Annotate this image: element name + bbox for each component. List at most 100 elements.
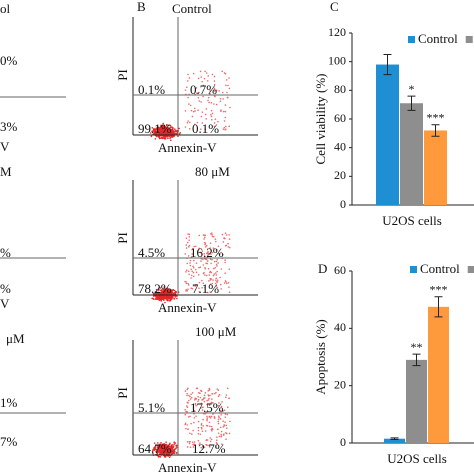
event-dot bbox=[220, 433, 222, 436]
event-dot bbox=[206, 419, 208, 422]
event-dot bbox=[190, 274, 193, 277]
event-dot bbox=[187, 73, 189, 76]
event-dot bbox=[170, 126, 173, 128]
event-dot bbox=[222, 128, 225, 130]
error-bar bbox=[434, 296, 443, 318]
event-dot bbox=[195, 262, 198, 264]
event-dot bbox=[169, 132, 172, 134]
event-dot bbox=[212, 402, 214, 404]
x-axis-label: Annexin-V bbox=[158, 460, 217, 474]
event-dot bbox=[155, 127, 157, 130]
event-dot bbox=[171, 446, 174, 448]
event-dot bbox=[158, 297, 160, 299]
event-dot bbox=[211, 235, 214, 238]
y-axis-label: PI bbox=[115, 387, 130, 399]
event-dot bbox=[187, 255, 190, 257]
event-dot bbox=[185, 282, 188, 285]
event-dot bbox=[213, 260, 216, 263]
event-dot bbox=[221, 233, 224, 236]
event-dot bbox=[173, 450, 175, 452]
y-axis-label: Cell viability (%) bbox=[313, 74, 328, 165]
event-dot bbox=[200, 446, 203, 449]
event-dot bbox=[188, 399, 190, 402]
event-dot bbox=[157, 130, 160, 133]
event-dot bbox=[160, 128, 163, 131]
event-dot bbox=[220, 268, 223, 270]
significance-mark: *** bbox=[430, 283, 448, 297]
event-dot bbox=[193, 245, 195, 248]
event-dot bbox=[215, 279, 217, 281]
event-dot bbox=[160, 445, 162, 448]
event-dot bbox=[198, 287, 200, 290]
legend-label: Control bbox=[418, 31, 458, 46]
event-dot bbox=[224, 237, 226, 240]
event-dot bbox=[189, 446, 192, 448]
event-dot bbox=[151, 126, 154, 129]
event-dot bbox=[185, 269, 188, 271]
event-dot bbox=[217, 120, 219, 123]
event-dot bbox=[187, 282, 189, 285]
event-dot bbox=[197, 400, 199, 403]
event-dot bbox=[222, 110, 225, 113]
event-dot bbox=[191, 115, 194, 118]
event-dot bbox=[168, 451, 170, 454]
fragment-text: 7% bbox=[0, 434, 18, 449]
event-dot bbox=[171, 133, 174, 135]
event-dot bbox=[216, 279, 219, 281]
event-dot bbox=[224, 116, 227, 119]
event-dot bbox=[174, 296, 177, 298]
event-dot bbox=[163, 130, 165, 132]
event-dot bbox=[224, 421, 226, 423]
event-dot bbox=[205, 244, 208, 247]
event-dot bbox=[164, 301, 166, 304]
event-dot bbox=[161, 137, 164, 140]
event-dot bbox=[208, 101, 210, 104]
event-dot bbox=[175, 291, 178, 293]
event-dot bbox=[200, 426, 203, 429]
event-dot bbox=[228, 246, 231, 249]
event-dot bbox=[167, 137, 169, 140]
event-dot bbox=[221, 401, 223, 403]
event-dot bbox=[188, 235, 191, 238]
plot-title: Control bbox=[172, 1, 212, 16]
event-dot bbox=[228, 125, 231, 128]
event-dot bbox=[201, 80, 203, 83]
event-dot bbox=[208, 404, 211, 406]
event-dot bbox=[200, 101, 202, 103]
quadrant-percent: 4.5% bbox=[138, 245, 165, 260]
event-dot bbox=[206, 291, 209, 294]
event-dot bbox=[156, 126, 159, 128]
event-dot bbox=[176, 297, 178, 300]
bar bbox=[400, 103, 423, 205]
event-dot bbox=[203, 394, 206, 397]
event-dot bbox=[208, 388, 211, 391]
event-dot bbox=[215, 446, 218, 448]
event-dot bbox=[164, 456, 166, 458]
event-dot bbox=[215, 263, 218, 266]
event-dot bbox=[201, 122, 204, 124]
event-dot bbox=[153, 295, 155, 298]
event-dot bbox=[200, 407, 202, 409]
quadrant-percent: 99.1% bbox=[138, 121, 172, 136]
event-dot bbox=[206, 410, 208, 413]
event-dot bbox=[224, 245, 227, 247]
event-dot bbox=[187, 284, 190, 286]
event-dot bbox=[224, 128, 226, 131]
event-dot bbox=[215, 260, 218, 263]
event-dot bbox=[199, 266, 202, 268]
event-dot bbox=[205, 444, 208, 446]
event-dot bbox=[225, 282, 228, 285]
event-dot bbox=[158, 131, 161, 134]
event-dot bbox=[204, 128, 207, 130]
event-dot bbox=[188, 128, 191, 130]
event-dot bbox=[209, 92, 211, 95]
event-dot bbox=[167, 127, 169, 129]
event-dot bbox=[154, 130, 156, 133]
event-dot bbox=[221, 91, 224, 94]
event-dot bbox=[212, 235, 215, 238]
y-tick-label: 0 bbox=[340, 197, 346, 211]
error-bar bbox=[431, 124, 440, 137]
event-dot bbox=[206, 439, 209, 441]
event-dot bbox=[191, 247, 194, 250]
